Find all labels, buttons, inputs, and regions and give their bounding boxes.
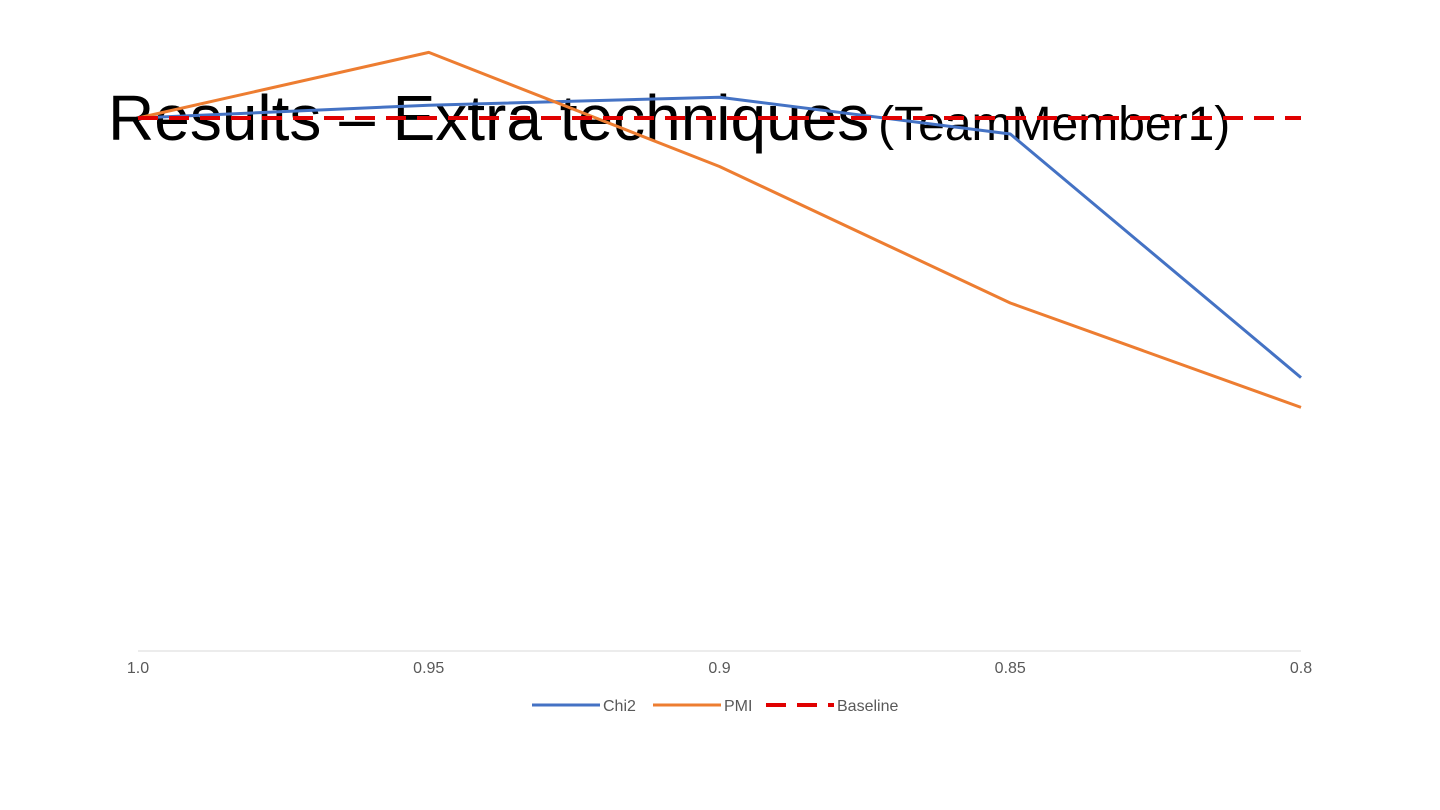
legend-item-chi2: Chi2: [532, 698, 636, 715]
series-line-chi2: [137, 95, 1302, 379]
series-line-pmi: [137, 50, 1302, 409]
legend-item-baseline: Baseline: [766, 698, 898, 715]
x-tick-label: 0.85: [995, 660, 1026, 677]
x-axis: 1.0 0.95 0.9 0.85 0.8: [127, 650, 1312, 677]
legend-label: Baseline: [837, 698, 898, 715]
x-tick-label: 0.8: [1290, 660, 1312, 677]
x-tick-label: 0.9: [708, 660, 730, 677]
legend-label: Chi2: [603, 698, 636, 715]
legend: Chi2 PMI Baseline: [532, 698, 898, 715]
plot-lines: [137, 50, 1302, 409]
x-tick-label: 0.95: [413, 660, 444, 677]
legend-item-pmi: PMI: [653, 698, 752, 715]
legend-label: PMI: [724, 698, 752, 715]
x-tick-label: 1.0: [127, 660, 149, 677]
